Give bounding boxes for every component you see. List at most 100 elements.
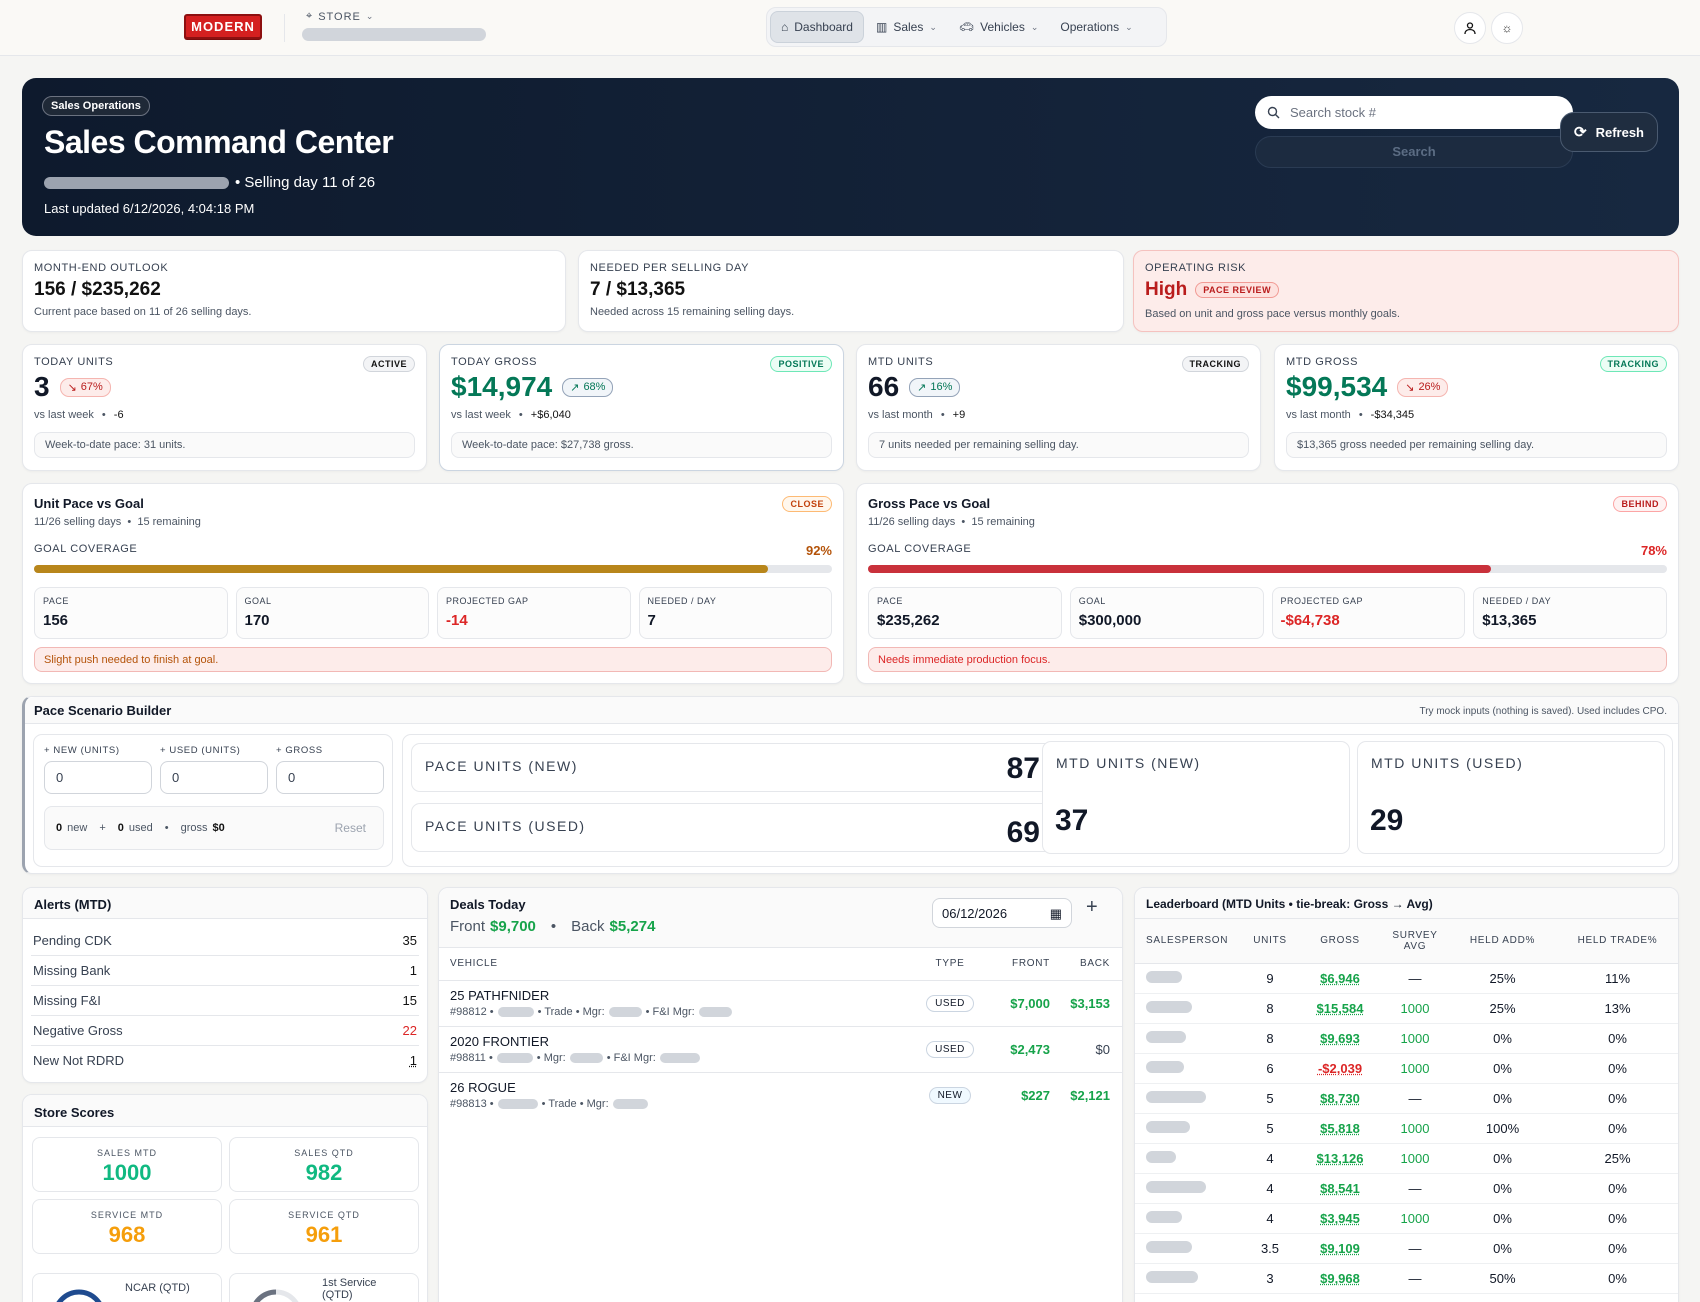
table-row[interactable]: 3 $9,968—50% 0% <box>1135 1263 1678 1294</box>
deal-meta: #98812 • • Trade • Mgr: • F&I Mgr: <box>450 1006 925 1018</box>
table-row[interactable]: 5 $8,730—0% 0% <box>1135 1083 1678 1114</box>
deals-today-card: Deals Today Front $9,700 • Back $5,274 06/… <box>438 887 1123 1302</box>
coverage-bar <box>34 565 832 573</box>
refresh-button[interactable]: ⟳ Refresh <box>1560 112 1658 152</box>
nav-sales[interactable]: ▥ Sales ⌄ <box>866 11 947 43</box>
remaining-label: 15 remaining <box>137 516 201 528</box>
box-value: -$64,738 <box>1280 612 1340 629</box>
result-value: 87 <box>1006 752 1040 785</box>
alert-row[interactable]: Missing Bank 1 <box>31 956 419 986</box>
box-label: GOAL <box>1078 596 1106 606</box>
input-label: + USED (UNITS) <box>160 745 241 756</box>
table-row[interactable]: 4 $13,126 1000 0% 25% <box>1135 1143 1678 1174</box>
redacted-name <box>1146 1030 1186 1043</box>
units-value: 9 <box>1240 963 1300 994</box>
units-value: 4 <box>1240 1173 1300 1204</box>
nav-dashboard[interactable]: ⌂ Dashboard <box>770 11 864 43</box>
add-deal-button[interactable]: + <box>1086 896 1098 918</box>
summary-gross: $0 <box>212 822 225 834</box>
gross-input[interactable]: 0 <box>276 761 384 794</box>
theme-toggle-button[interactable]: ☼ <box>1491 12 1523 44</box>
card-note: Needed across 15 remaining selling days. <box>590 306 795 318</box>
col-back: BACK <box>1079 958 1110 970</box>
brand-logo[interactable]: MODERN <box>184 14 262 39</box>
alert-row[interactable]: Negative Gross 22 <box>31 1016 419 1046</box>
kpi-label: TODAY UNITS <box>34 356 114 368</box>
col-survey-avg: SURVEY AVG <box>1392 929 1438 952</box>
days-label: 11/26 selling days <box>868 516 956 528</box>
table-row[interactable]: 3.5 $9,109—0% 0% <box>1135 1233 1678 1264</box>
result-label: MTD UNITS (NEW) <box>1056 755 1201 771</box>
table-row[interactable]: 8 $15,584 1000 25% 13% <box>1135 993 1678 1024</box>
chevron-down-icon: ⌄ <box>365 11 375 21</box>
table-header: SALESPERSON UNITS GROSS SURVEY AVG HELD … <box>1135 919 1678 963</box>
score-label: SERVICE QTD <box>288 1210 360 1220</box>
alert-value: 1 <box>409 1052 417 1068</box>
selling-day: • Selling day 11 of 26 <box>235 174 376 191</box>
search-stock-input[interactable]: Search stock # <box>1255 96 1573 129</box>
alert-value: 1 <box>409 963 417 978</box>
table-row[interactable]: 4 $8,541—0% 0% <box>1135 1173 1678 1204</box>
alert-row[interactable]: New Not RDRD 1 <box>31 1045 419 1075</box>
user-button[interactable] <box>1454 12 1486 44</box>
gauge-label: 1st Service (QTD) <box>322 1277 377 1301</box>
survey-value: 1000 <box>1380 1053 1450 1084</box>
date-picker[interactable]: 06/12/2026 ▦ <box>932 898 1072 928</box>
alert-row[interactable]: Pending CDK 35 <box>31 926 419 956</box>
store-label: STORE <box>318 10 361 23</box>
table-row[interactable]: 2020 FRONTIER #98811 • • Mgr: • F&I Mgr: U… <box>439 1026 1122 1072</box>
survey-value: 1000 <box>1380 1203 1450 1234</box>
table-row[interactable]: 8 $9,693 1000 0% 0% <box>1135 1023 1678 1054</box>
reset-button[interactable]: Reset <box>334 821 366 835</box>
pace-alert: Needs immediate production focus. <box>868 647 1667 672</box>
held-trade-value: 0% <box>1555 1083 1678 1114</box>
units-value: 5 <box>1240 1083 1300 1114</box>
back-value: $3,153 <box>1070 995 1110 1011</box>
type-badge: USED <box>926 994 974 1012</box>
delta-badge: ↘ 67% <box>59 377 111 397</box>
deal-meta: #98811 • • Mgr: • F&I Mgr: <box>450 1052 925 1064</box>
alerts-card: Alerts (MTD) Pending CDK 35 Missing Bank 1… <box>22 887 428 1083</box>
delta-badge: ↘ 26% <box>1397 377 1449 397</box>
alert-row[interactable]: Missing F&I 15 <box>31 986 419 1016</box>
col-held-add: HELD ADD% <box>1469 935 1536 947</box>
table-row[interactable]: 26 ROGUE #98813 • • Trade • Mgr: NEW $227… <box>439 1072 1122 1118</box>
box-label: GOAL <box>244 596 272 606</box>
coverage-fill <box>868 565 1492 573</box>
card-value: 156 / $235,262 <box>34 279 161 300</box>
table-row[interactable]: 9 $6,946—25% 11% <box>1135 963 1678 994</box>
card-hint: Try mock inputs (nothing is saved). Used… <box>1419 706 1667 717</box>
salesperson-name <box>1135 1263 1240 1294</box>
units-value: 6 <box>1240 1053 1300 1084</box>
table-row[interactable]: 5 $5,818 1000 100% 0% <box>1135 1113 1678 1144</box>
gap-box: PROJECTED GAP -14 <box>437 587 631 639</box>
alert-label: Missing F&I <box>33 993 101 1008</box>
gross-value: $15,584 <box>1300 993 1380 1024</box>
salesperson-name <box>1135 1023 1240 1054</box>
nav-vehicles[interactable]: 🚗︎ Vehicles ⌄ <box>949 11 1048 43</box>
nav-operations[interactable]: Operations ⌄ <box>1050 11 1142 43</box>
result-label: PACE UNITS (USED) <box>425 818 586 834</box>
redacted-name <box>1146 1150 1176 1163</box>
store-selector[interactable]: ⌖ STORE ⌄ <box>306 10 374 23</box>
redacted-text <box>698 1007 732 1017</box>
compare-diff: +$6,040 <box>530 409 571 421</box>
search-button[interactable]: Search <box>1255 136 1573 168</box>
divider <box>284 14 285 42</box>
table-row[interactable]: 4 $3,945 1000 0% 0% <box>1135 1203 1678 1234</box>
vehicle-name: 25 PATHFNIDER <box>450 988 550 1003</box>
kpi-compare: vs last month • +9 <box>868 409 966 421</box>
compare-diff: +9 <box>952 409 966 421</box>
search-placeholder: Search stock # <box>1290 105 1376 120</box>
units-value: 4 <box>1240 1203 1300 1234</box>
delta-value: 26% <box>1418 381 1441 393</box>
col-front: FRONT <box>1012 958 1050 970</box>
table-row[interactable]: 25 PATHFNIDER #98812 • • Trade • Mgr: • F&… <box>439 980 1122 1026</box>
new-units-input[interactable]: 0 <box>44 761 152 794</box>
table-row[interactable]: 6 -$2,039 1000 0% 0% <box>1135 1053 1678 1084</box>
input-label: + NEW (UNITS) <box>44 745 120 756</box>
used-units-input[interactable]: 0 <box>160 761 268 794</box>
held-trade-value: 0% <box>1555 1173 1678 1204</box>
card-value: 7 / $13,365 <box>590 279 686 300</box>
summary-label: used <box>128 822 153 834</box>
